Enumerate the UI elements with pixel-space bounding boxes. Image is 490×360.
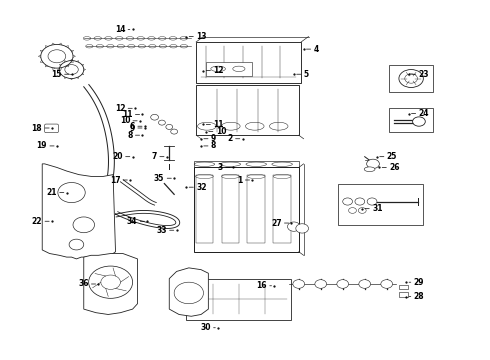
- Circle shape: [73, 217, 95, 233]
- Text: 6: 6: [130, 122, 135, 131]
- Bar: [389, 65, 433, 92]
- Circle shape: [399, 69, 423, 87]
- Bar: [196, 42, 301, 83]
- Text: 9: 9: [211, 134, 216, 143]
- Bar: [186, 279, 292, 320]
- Bar: [221, 175, 239, 243]
- Circle shape: [288, 222, 300, 231]
- Polygon shape: [42, 164, 116, 259]
- Polygon shape: [84, 253, 138, 315]
- Bar: [194, 167, 299, 252]
- Circle shape: [69, 239, 84, 250]
- Circle shape: [58, 183, 85, 203]
- Text: 2: 2: [227, 134, 233, 143]
- Text: 31: 31: [372, 204, 383, 213]
- Text: 35: 35: [154, 174, 164, 183]
- Text: 16: 16: [256, 281, 267, 290]
- Bar: [399, 285, 408, 289]
- Bar: [206, 62, 252, 76]
- Text: 18: 18: [31, 123, 42, 132]
- Text: 11: 11: [213, 120, 224, 129]
- Text: 1: 1: [237, 176, 243, 185]
- Text: 27: 27: [271, 219, 282, 228]
- Text: 15: 15: [51, 70, 62, 79]
- Text: 25: 25: [387, 152, 397, 161]
- Text: 34: 34: [127, 217, 138, 226]
- Ellipse shape: [364, 167, 375, 172]
- Circle shape: [337, 280, 348, 288]
- Circle shape: [359, 280, 370, 288]
- Polygon shape: [169, 268, 208, 316]
- Text: 4: 4: [314, 45, 318, 54]
- Text: 23: 23: [418, 70, 429, 79]
- Text: 17: 17: [110, 176, 121, 185]
- Text: 19: 19: [37, 141, 47, 150]
- Circle shape: [296, 224, 309, 233]
- Text: 10: 10: [216, 127, 226, 136]
- Circle shape: [381, 280, 392, 288]
- Bar: [196, 175, 213, 243]
- Bar: [196, 85, 299, 135]
- Text: 8: 8: [211, 141, 216, 150]
- Text: 21: 21: [47, 188, 57, 197]
- Text: 7: 7: [152, 152, 157, 161]
- Text: 10: 10: [120, 116, 130, 125]
- Text: 11: 11: [122, 110, 133, 119]
- Bar: [194, 161, 299, 167]
- Text: 12: 12: [115, 104, 125, 113]
- Text: 36: 36: [78, 279, 89, 288]
- Bar: [273, 175, 291, 243]
- Text: 30: 30: [200, 323, 211, 332]
- Circle shape: [174, 282, 203, 304]
- Text: 3: 3: [218, 163, 223, 172]
- Circle shape: [315, 280, 327, 288]
- Bar: [247, 175, 265, 243]
- Circle shape: [293, 280, 305, 288]
- Text: 22: 22: [32, 217, 42, 226]
- FancyBboxPatch shape: [45, 124, 58, 133]
- Text: 20: 20: [112, 152, 123, 161]
- Text: 13: 13: [196, 32, 207, 41]
- Text: 12: 12: [213, 66, 224, 75]
- Text: 8: 8: [127, 131, 133, 140]
- Bar: [399, 292, 408, 297]
- Text: 24: 24: [418, 109, 429, 118]
- Text: 32: 32: [196, 183, 207, 192]
- Circle shape: [367, 159, 379, 168]
- Text: 14: 14: [115, 25, 125, 34]
- Bar: [389, 108, 433, 132]
- Text: 9: 9: [130, 123, 135, 132]
- Circle shape: [89, 266, 133, 298]
- Text: 33: 33: [156, 226, 167, 235]
- Text: 26: 26: [389, 163, 400, 172]
- Bar: [338, 184, 423, 225]
- Circle shape: [413, 117, 425, 126]
- Text: 28: 28: [414, 292, 424, 301]
- Text: 29: 29: [414, 278, 424, 287]
- Text: 5: 5: [304, 70, 309, 79]
